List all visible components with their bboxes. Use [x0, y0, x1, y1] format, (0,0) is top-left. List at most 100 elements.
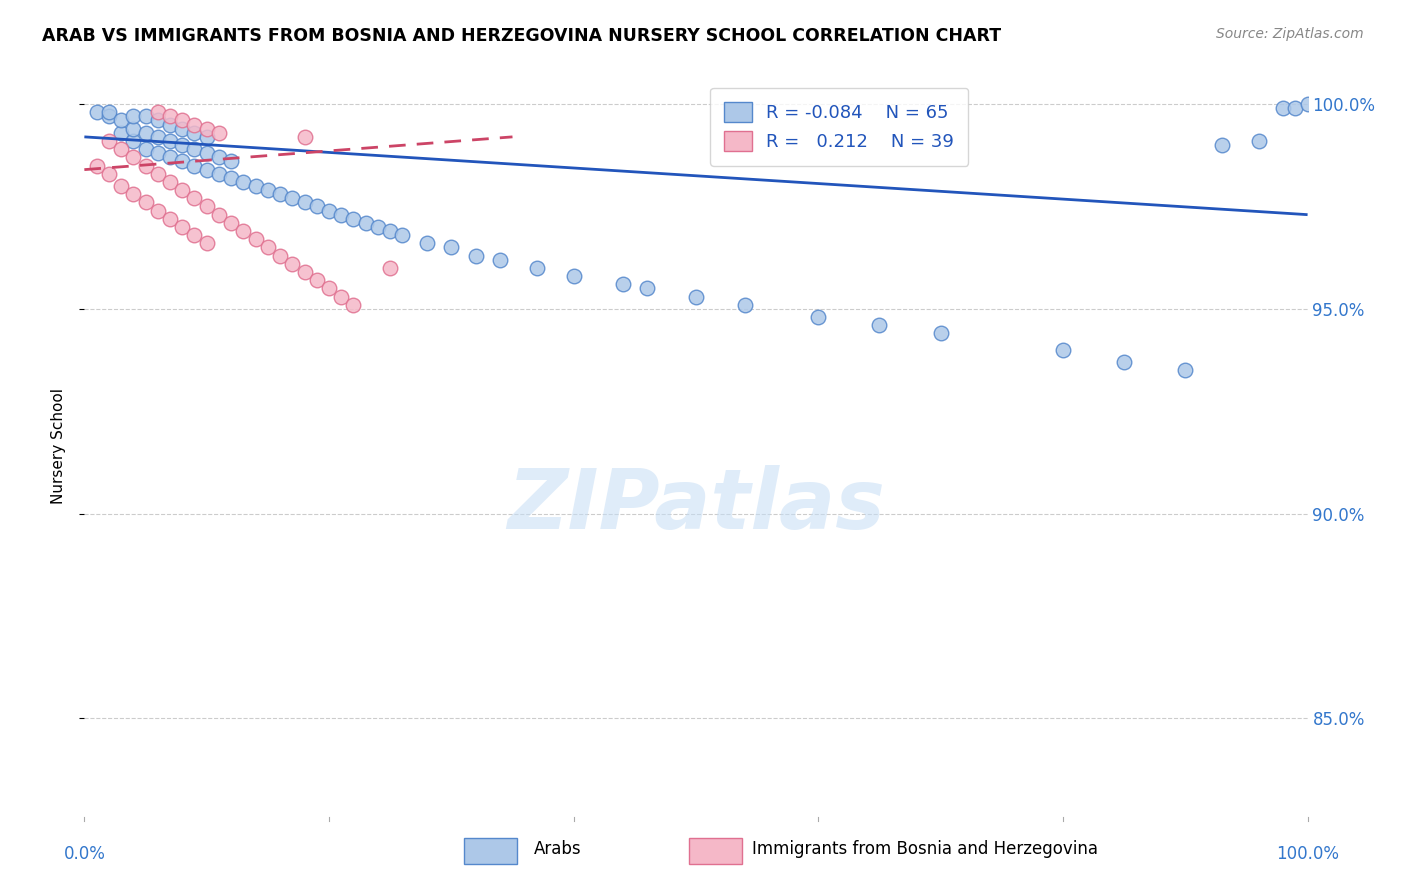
- Point: [122, 187, 145, 202]
- Point: [318, 281, 340, 295]
- Point: [232, 224, 254, 238]
- Text: 100.0%: 100.0%: [1277, 846, 1339, 863]
- Point: [146, 167, 169, 181]
- Point: [195, 236, 218, 251]
- Point: [807, 310, 830, 324]
- Point: [122, 150, 145, 164]
- Point: [135, 126, 157, 140]
- Point: [330, 208, 353, 222]
- Point: [195, 199, 218, 213]
- Point: [1272, 101, 1295, 115]
- Point: [1114, 355, 1136, 369]
- Point: [1247, 134, 1270, 148]
- Point: [440, 240, 463, 254]
- Point: [122, 121, 145, 136]
- Point: [159, 150, 181, 164]
- Point: [122, 134, 145, 148]
- Point: [97, 105, 120, 120]
- Point: [172, 121, 194, 136]
- Point: [195, 121, 218, 136]
- Point: [342, 211, 364, 226]
- Point: [464, 249, 486, 263]
- Point: [122, 109, 145, 123]
- Point: [330, 289, 353, 303]
- Point: [305, 199, 328, 213]
- Point: [281, 257, 304, 271]
- Point: [110, 113, 132, 128]
- Point: [526, 260, 548, 275]
- Point: [146, 105, 169, 120]
- Point: [135, 195, 157, 210]
- Point: [110, 179, 132, 194]
- Point: [685, 289, 707, 303]
- Point: [172, 183, 194, 197]
- Point: [97, 109, 120, 123]
- Text: 0.0%: 0.0%: [63, 846, 105, 863]
- Point: [489, 252, 512, 267]
- Point: [183, 118, 205, 132]
- Point: [391, 228, 413, 243]
- Point: [159, 118, 181, 132]
- Point: [636, 281, 658, 295]
- Point: [245, 179, 267, 194]
- Text: Arabs: Arabs: [534, 840, 582, 858]
- Point: [183, 191, 205, 205]
- Point: [1284, 101, 1306, 115]
- Point: [135, 159, 157, 173]
- Point: [135, 142, 157, 156]
- Point: [354, 216, 377, 230]
- Point: [294, 129, 316, 144]
- Legend: R = -0.084    N = 65, R =   0.212    N = 39: R = -0.084 N = 65, R = 0.212 N = 39: [710, 88, 969, 166]
- Point: [86, 159, 108, 173]
- Point: [183, 142, 205, 156]
- Point: [146, 113, 169, 128]
- Point: [146, 129, 169, 144]
- Text: ZIPatlas: ZIPatlas: [508, 466, 884, 547]
- Point: [208, 208, 231, 222]
- Point: [183, 159, 205, 173]
- Point: [257, 183, 280, 197]
- Point: [159, 109, 181, 123]
- Point: [294, 265, 316, 279]
- Point: [269, 187, 291, 202]
- Point: [159, 134, 181, 148]
- Point: [869, 318, 891, 333]
- Point: [318, 203, 340, 218]
- Text: Source: ZipAtlas.com: Source: ZipAtlas.com: [1216, 27, 1364, 41]
- Point: [342, 298, 364, 312]
- Point: [367, 219, 389, 234]
- Point: [172, 138, 194, 153]
- Point: [97, 167, 120, 181]
- Point: [146, 203, 169, 218]
- Point: [219, 170, 242, 185]
- Point: [1211, 138, 1233, 153]
- Point: [172, 113, 194, 128]
- Point: [1296, 97, 1319, 112]
- Point: [172, 219, 194, 234]
- Point: [110, 142, 132, 156]
- Text: Immigrants from Bosnia and Herzegovina: Immigrants from Bosnia and Herzegovina: [752, 840, 1098, 858]
- Point: [232, 175, 254, 189]
- Point: [416, 236, 439, 251]
- Point: [1174, 363, 1197, 377]
- Point: [159, 211, 181, 226]
- Point: [135, 109, 157, 123]
- Point: [380, 260, 402, 275]
- Point: [269, 249, 291, 263]
- Point: [183, 126, 205, 140]
- Point: [86, 105, 108, 120]
- Point: [734, 298, 756, 312]
- Point: [281, 191, 304, 205]
- Y-axis label: Nursery School: Nursery School: [51, 388, 66, 504]
- Point: [562, 269, 585, 284]
- Point: [612, 277, 634, 292]
- Text: ARAB VS IMMIGRANTS FROM BOSNIA AND HERZEGOVINA NURSERY SCHOOL CORRELATION CHART: ARAB VS IMMIGRANTS FROM BOSNIA AND HERZE…: [42, 27, 1001, 45]
- Point: [110, 126, 132, 140]
- Point: [380, 224, 402, 238]
- Point: [146, 146, 169, 161]
- Point: [195, 129, 218, 144]
- Point: [183, 228, 205, 243]
- Point: [929, 326, 952, 341]
- Point: [208, 150, 231, 164]
- Point: [305, 273, 328, 287]
